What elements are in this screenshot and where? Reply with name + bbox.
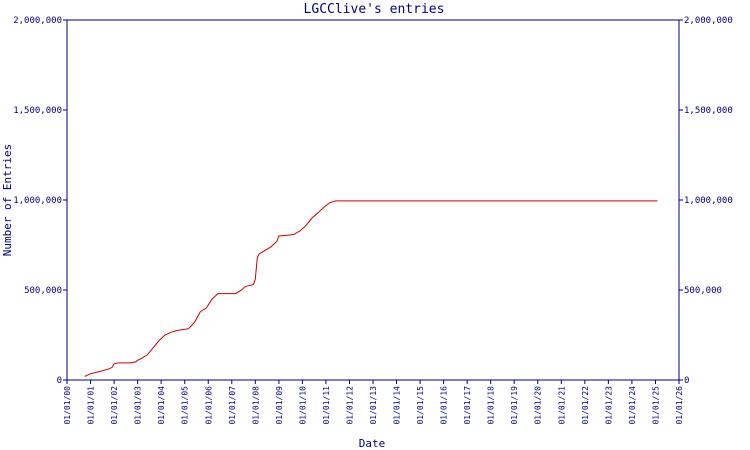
x-tick-label: 01/01/13	[369, 386, 378, 425]
y-tick-label-right: 1,000,000	[684, 196, 733, 206]
chart-title: LGCClive's entries	[304, 2, 445, 17]
x-tick-label: 01/01/02	[110, 386, 119, 425]
x-tick-label: 01/01/05	[181, 386, 190, 425]
x-tick-label: 01/01/17	[463, 386, 472, 425]
x-tick-label: 01/01/16	[440, 386, 449, 425]
y-tick-label-left: 1,500,000	[13, 106, 62, 116]
x-tick-label: 01/01/23	[604, 386, 613, 425]
x-tick-label: 01/01/25	[651, 386, 660, 425]
y-tick-label-left: 2,000,000	[13, 16, 62, 26]
x-tick-label: 01/01/18	[487, 386, 496, 425]
x-tick-label: 01/01/03	[134, 386, 143, 425]
y-tick-label-left: 0	[57, 376, 62, 386]
x-tick-label: 01/01/01	[87, 386, 96, 425]
y-tick-label-right: 0	[684, 376, 689, 386]
y-tick-label-right: 500,000	[684, 286, 722, 296]
y-axis-label: Number of Entries	[1, 144, 14, 257]
x-tick-label: 01/01/09	[275, 386, 284, 425]
x-tick-label: 01/01/26	[675, 386, 684, 425]
x-tick-label: 01/01/15	[416, 386, 425, 425]
x-tick-label: 01/01/04	[157, 386, 166, 425]
x-tick-label: 01/01/20	[534, 386, 543, 425]
x-tick-label: 01/01/21	[557, 386, 566, 425]
x-tick-label: 01/01/10	[298, 386, 307, 425]
x-tick-label: 01/01/08	[251, 386, 260, 425]
x-axis: 01/01/00 01/01/01 01/01/02 01/01/03 01/01/04…	[63, 380, 684, 425]
y-tick-label-right: 2,000,000	[684, 16, 733, 26]
x-tick-label: 01/01/11	[322, 386, 331, 425]
series-line-entries	[84, 200, 658, 377]
x-tick-label: 01/01/14	[393, 386, 402, 425]
right-y-axis: 0 500,000 1,000,000 1,500,000 2,000,000	[679, 16, 733, 386]
x-tick-label: 01/01/12	[345, 386, 354, 425]
x-tick-label: 01/01/00	[63, 386, 72, 425]
y-tick-label-left: 500,000	[24, 286, 62, 296]
x-tick-label: 01/01/06	[204, 386, 213, 425]
y-tick-label-left: 1,000,000	[13, 196, 62, 206]
plot-area-frame	[66, 19, 680, 381]
left-y-axis: 0 500,000 1,000,000 1,500,000 2,000,000	[13, 16, 67, 386]
x-tick-label: 01/01/22	[581, 386, 590, 425]
y-tick-label-right: 1,500,000	[684, 106, 733, 116]
x-tick-label: 01/01/19	[510, 386, 519, 425]
x-tick-label: 01/01/24	[628, 386, 637, 425]
x-axis-label: Date	[359, 437, 386, 450]
x-tick-label: 01/01/07	[228, 386, 237, 425]
